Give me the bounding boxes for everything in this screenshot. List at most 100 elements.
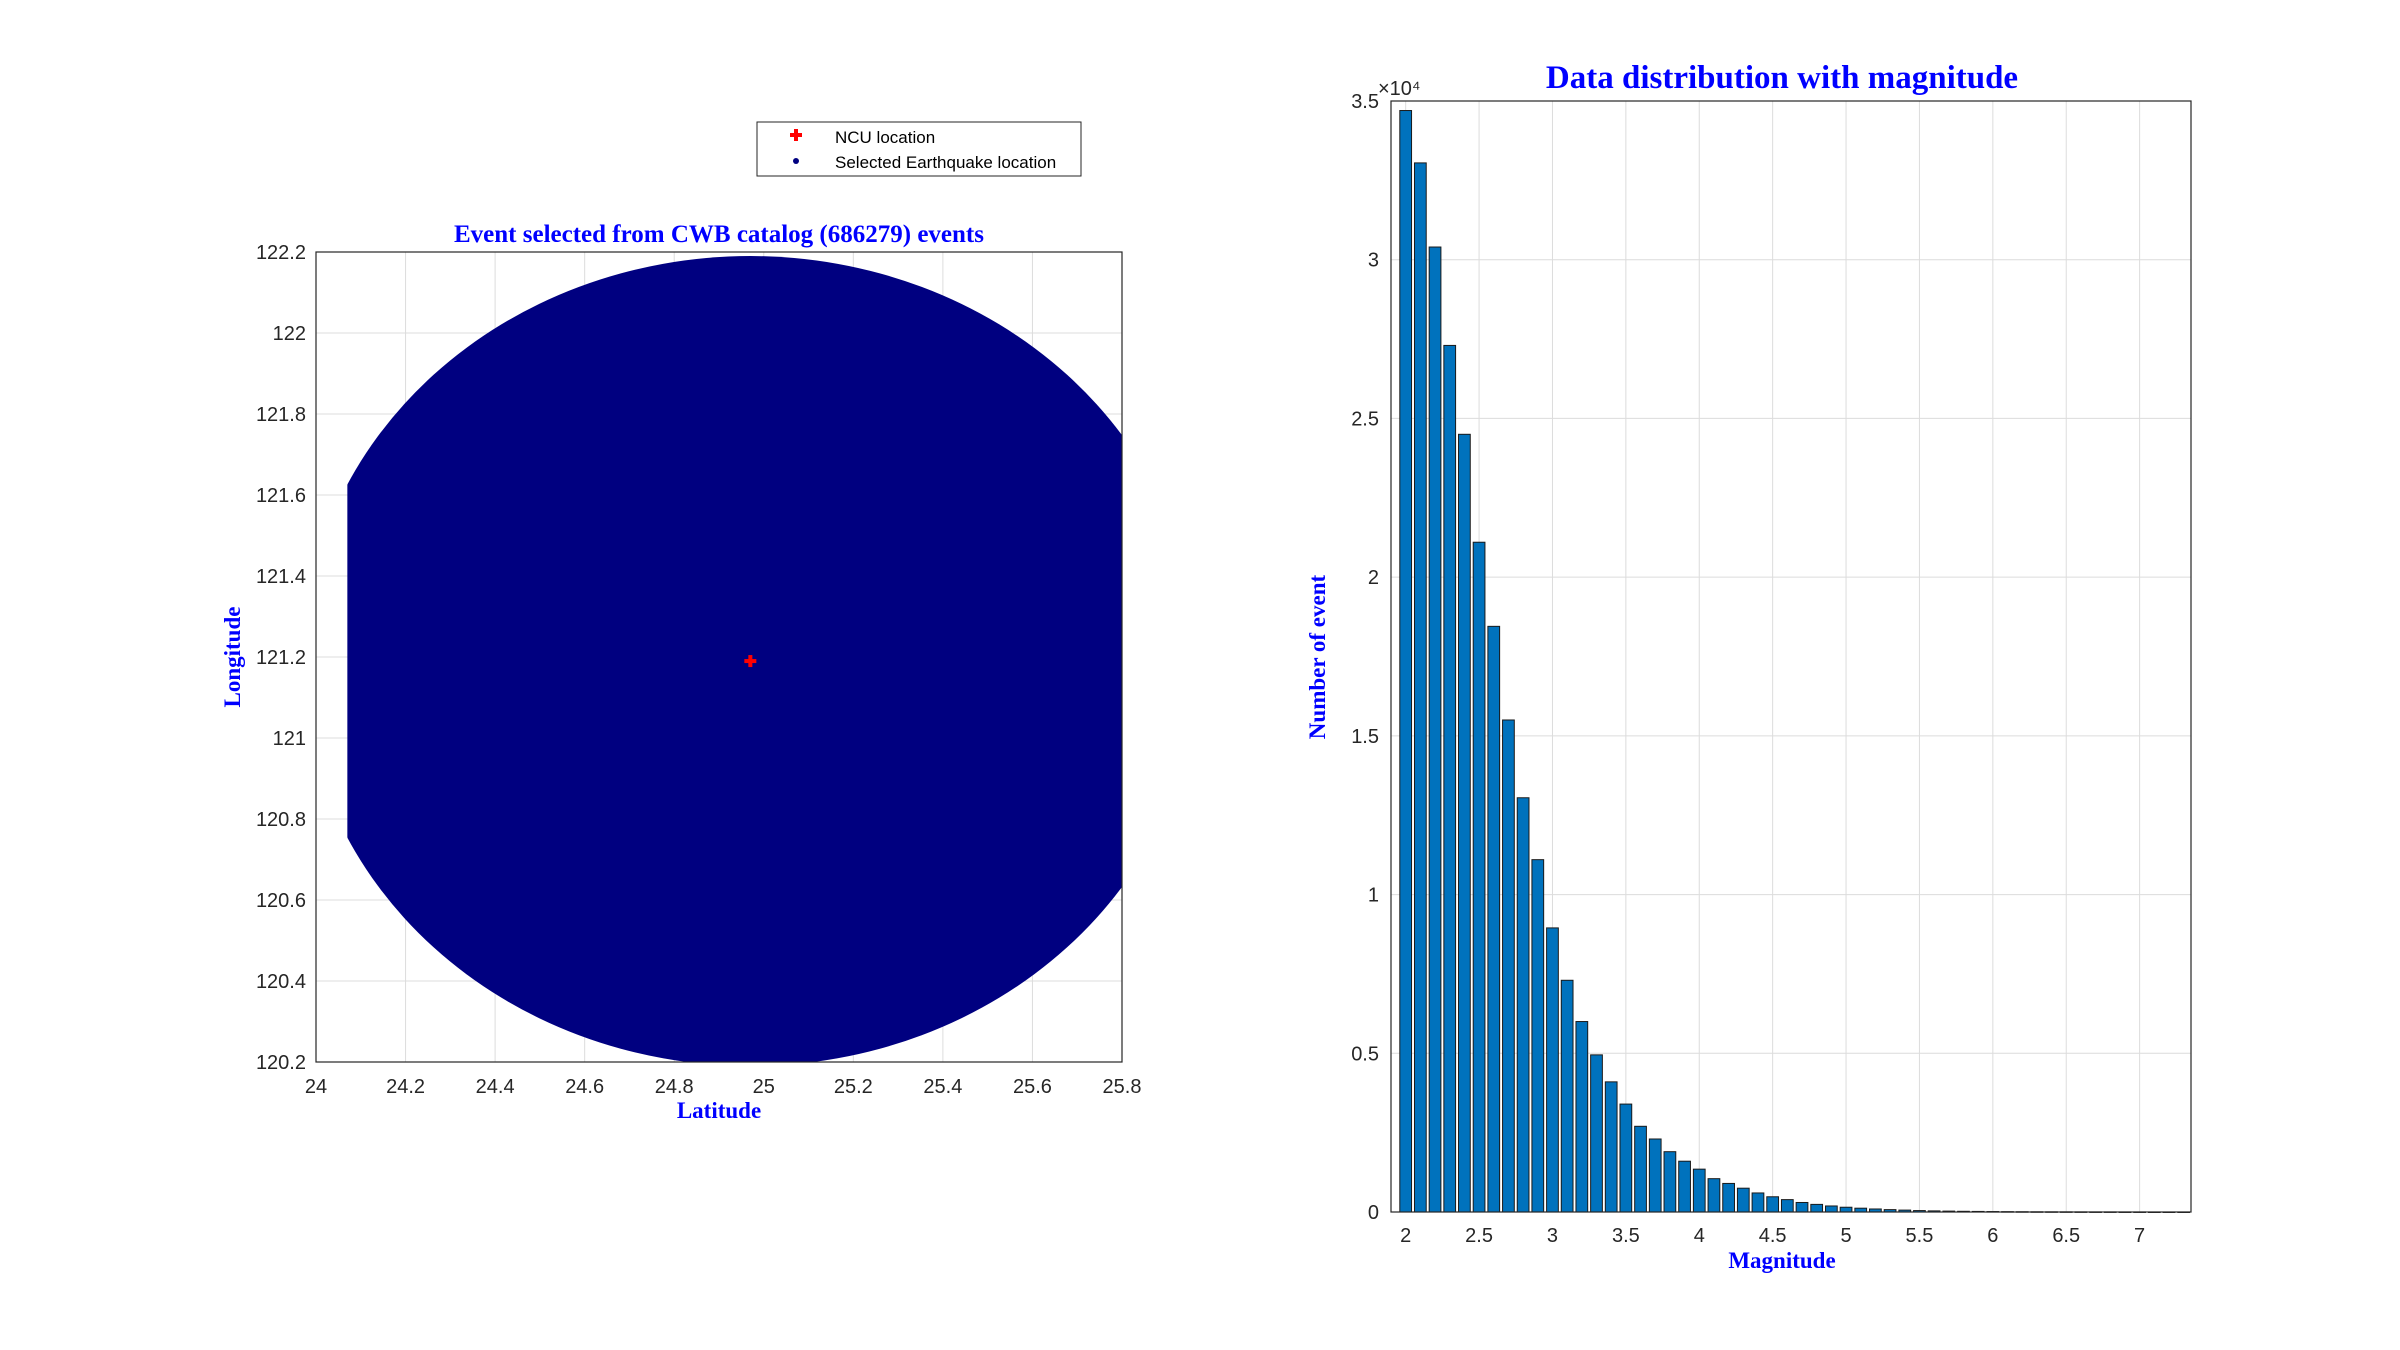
bar-ytick-label: 0 <box>1368 1202 1379 1224</box>
bar-xtick-label: 3.5 <box>1612 1225 1640 1247</box>
histogram-bar <box>1575 1021 1589 1213</box>
scatter-point <box>536 978 543 984</box>
scatter-point <box>648 917 655 924</box>
scatter-ytick-label: 120.6 <box>256 890 306 912</box>
histogram-bar <box>1780 1199 1794 1213</box>
scatter-point <box>917 338 924 345</box>
scatter-ytick-label: 120.2 <box>256 1052 306 1074</box>
scatter-point <box>617 986 624 993</box>
bar-ytick-label: 3.5 <box>1351 91 1379 113</box>
scatter-point <box>805 573 812 579</box>
scatter-xtick-label: 24.8 <box>655 1076 694 1098</box>
scatter-xtick-label: 24.4 <box>476 1076 515 1098</box>
scatter-point <box>483 876 490 883</box>
histogram-bar <box>1413 162 1427 1213</box>
scatter-legend: NCU location Selected Earthquake locatio… <box>756 121 1082 177</box>
scatter-point <box>1074 492 1081 498</box>
scatter-point <box>872 735 879 741</box>
histogram-bar <box>1678 1160 1691 1213</box>
scatter-point <box>581 957 588 964</box>
scatter-dense-region <box>347 256 1123 1062</box>
bar-xtick-labels: 2 2.5 3 3.5 4 4.5 5 5.5 6 6.5 7 <box>1400 1225 2145 1247</box>
bar-xtick-label: 2 <box>1400 1225 1411 1247</box>
scatter-ylabel: Longitude <box>220 607 245 708</box>
histogram-bar <box>1795 1201 1809 1213</box>
scatter-point <box>859 589 866 596</box>
scatter-point <box>738 897 745 903</box>
histogram-bar <box>1531 859 1545 1213</box>
scatter-point <box>827 471 834 478</box>
scatter-point <box>836 807 843 814</box>
scatter-point <box>827 613 834 620</box>
bar-xtick-label: 5 <box>1840 1225 1851 1247</box>
scatter-ytick-label: 121.6 <box>256 485 306 507</box>
histogram-bar <box>1736 1187 1750 1213</box>
ncu-location-point <box>744 655 757 668</box>
scatter-point <box>648 998 655 1005</box>
scatter-xtick-label: 24.2 <box>386 1076 425 1098</box>
histogram-bar <box>1751 1192 1765 1213</box>
dense-event-region <box>347 256 1123 1062</box>
legend-eq-marker <box>793 158 799 164</box>
scatter-point <box>917 763 924 770</box>
bar-y-exponent: ×10⁴ <box>1378 78 1421 100</box>
scatter-xlabel: Latitude <box>677 1098 761 1123</box>
scatter-point <box>693 856 700 863</box>
histogram-bar <box>1663 1151 1677 1213</box>
scatter-point <box>805 929 812 936</box>
bar-title: Data distribution with magnitude <box>1546 60 2018 96</box>
histogram-bar <box>1502 719 1515 1213</box>
scatter-title: Event selected from CWB catalog (686279)… <box>454 221 984 248</box>
scatter-ytick-label: 121.4 <box>256 566 306 588</box>
bar-xtick-label: 6 <box>1987 1225 1998 1247</box>
histogram-bar <box>1487 625 1501 1213</box>
histogram-bar <box>1443 344 1457 1213</box>
legend-box <box>756 121 1082 177</box>
scatter-point <box>783 633 790 640</box>
histogram-bar <box>1634 1125 1647 1213</box>
scatter-point <box>635 888 642 895</box>
scatter-xtick-label: 25.2 <box>834 1076 873 1098</box>
scatter-point <box>939 431 946 438</box>
scatter-point <box>886 888 893 895</box>
histogram-bar <box>1810 1203 1824 1213</box>
scatter-point <box>751 714 758 721</box>
histogram-bar <box>1472 541 1486 1213</box>
legend-ncu-marker <box>790 129 802 141</box>
scatter-xtick-label: 24 <box>305 1076 327 1098</box>
scatter-point <box>895 289 902 296</box>
histogram-bar <box>1546 927 1559 1213</box>
histogram-bar <box>1590 1054 1603 1213</box>
scatter-axes-box <box>315 251 1123 1063</box>
scatter-point <box>1056 637 1063 644</box>
scatter-xtick-label: 25.6 <box>1013 1076 1052 1098</box>
scatter-xtick-label: 24.6 <box>565 1076 604 1098</box>
bar-xtick-label: 5.5 <box>1906 1225 1934 1247</box>
bar-ytick-label: 1.5 <box>1351 726 1379 748</box>
histogram-bar <box>1692 1168 1706 1213</box>
histogram-bar <box>1619 1103 1633 1213</box>
scatter-point <box>962 321 969 328</box>
scatter-point <box>671 816 678 822</box>
bar-xtick-label: 4 <box>1694 1225 1705 1247</box>
scatter-ytick-label: 121.8 <box>256 404 306 426</box>
scatter-point <box>783 917 790 924</box>
histogram-bar <box>1560 979 1574 1213</box>
bar-ytick-label: 2 <box>1368 567 1379 589</box>
scatter-xtick-label: 25.4 <box>923 1076 962 1098</box>
scatter-point <box>747 913 754 920</box>
histogram-bar <box>1458 433 1471 1213</box>
scatter-point <box>1096 552 1103 559</box>
histogram-bar <box>1766 1196 1780 1213</box>
scatter-point <box>872 451 879 458</box>
scatter-point <box>1051 512 1058 519</box>
legend-ncu-label: NCU location <box>835 128 935 147</box>
scatter-point <box>572 1018 579 1025</box>
scatter-point <box>886 816 893 822</box>
scatter-point <box>792 1018 799 1025</box>
scatter-point <box>850 807 857 814</box>
scatter-point <box>984 492 991 498</box>
scatter-point <box>917 605 924 612</box>
scatter-point <box>796 662 803 669</box>
scatter-ytick-label: 120.4 <box>256 971 306 993</box>
